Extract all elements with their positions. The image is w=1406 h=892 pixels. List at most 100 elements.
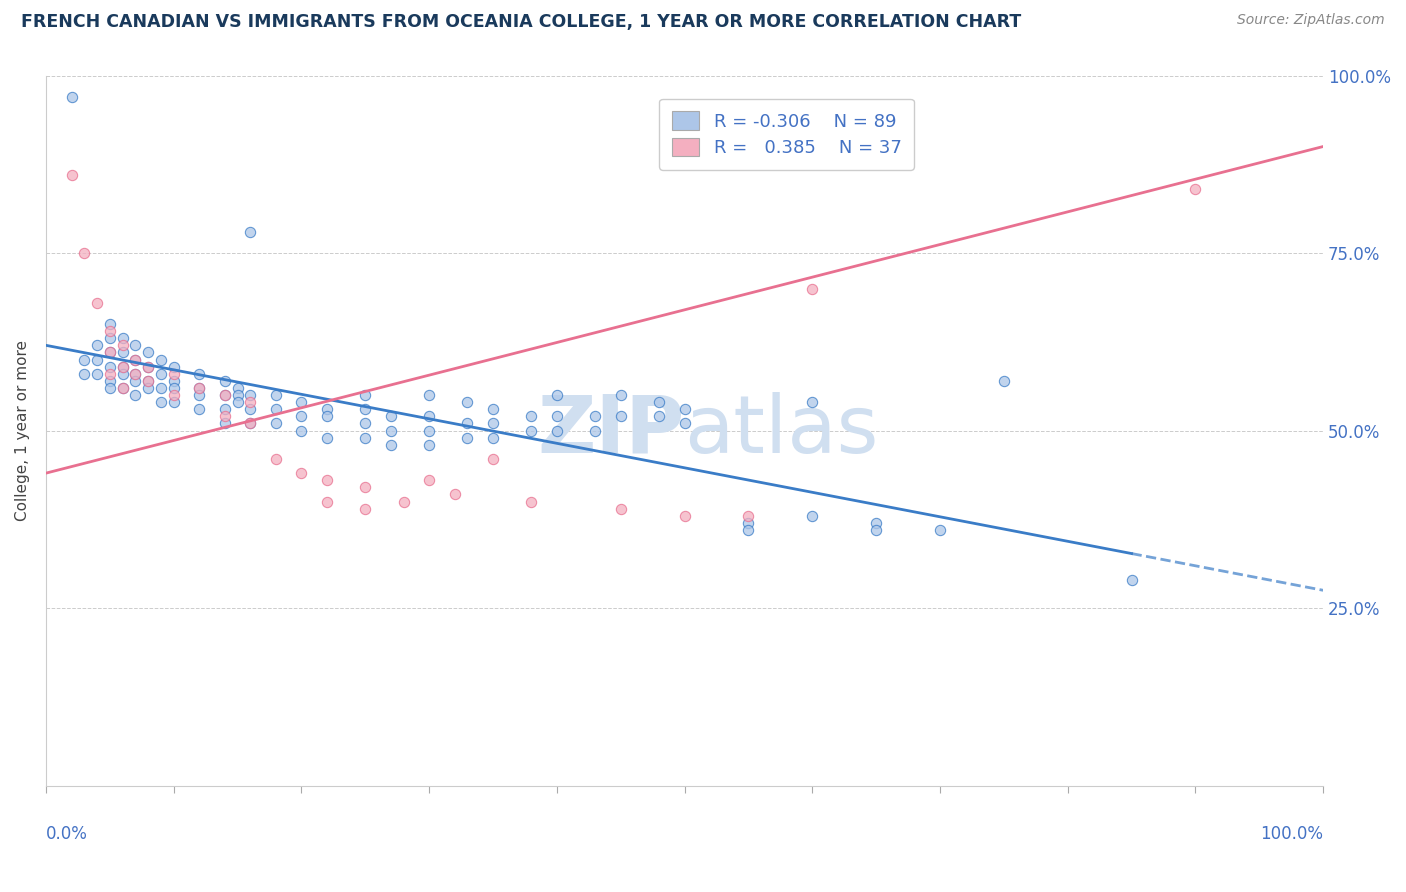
Point xyxy=(73,246,96,260)
Point xyxy=(354,501,377,516)
Point xyxy=(124,367,146,381)
Point xyxy=(648,409,671,424)
Point xyxy=(354,388,377,402)
Point xyxy=(264,451,287,466)
Point xyxy=(98,374,121,388)
Point xyxy=(418,388,440,402)
Point xyxy=(98,331,121,345)
Point xyxy=(214,409,236,424)
Text: 100.0%: 100.0% xyxy=(1260,824,1323,843)
Point xyxy=(136,359,159,374)
Point xyxy=(214,374,236,388)
Point xyxy=(380,409,402,424)
Point xyxy=(60,168,83,182)
Point xyxy=(456,395,478,409)
Y-axis label: College, 1 year or more: College, 1 year or more xyxy=(15,340,30,521)
Text: ZIP: ZIP xyxy=(537,392,685,469)
Point xyxy=(290,466,312,480)
Point xyxy=(214,402,236,417)
Point xyxy=(380,424,402,438)
Point xyxy=(111,345,134,359)
Point xyxy=(136,359,159,374)
Point xyxy=(290,409,312,424)
Point xyxy=(392,494,415,508)
Point xyxy=(546,424,568,438)
Point xyxy=(609,409,631,424)
Text: FRENCH CANADIAN VS IMMIGRANTS FROM OCEANIA COLLEGE, 1 YEAR OR MORE CORRELATION C: FRENCH CANADIAN VS IMMIGRANTS FROM OCEAN… xyxy=(21,13,1021,31)
Point xyxy=(354,402,377,417)
Point xyxy=(98,359,121,374)
Point xyxy=(60,90,83,104)
Point xyxy=(98,367,121,381)
Point xyxy=(264,417,287,431)
Point xyxy=(124,388,146,402)
Point xyxy=(609,388,631,402)
Point xyxy=(226,381,249,395)
Point xyxy=(73,367,96,381)
Point xyxy=(111,367,134,381)
Point xyxy=(136,374,159,388)
Point xyxy=(801,508,824,523)
Point xyxy=(163,359,186,374)
Point xyxy=(801,395,824,409)
Point xyxy=(111,331,134,345)
Point xyxy=(609,501,631,516)
Point xyxy=(737,508,759,523)
Point xyxy=(149,381,172,395)
Point xyxy=(801,281,824,295)
Point xyxy=(520,424,543,438)
Point xyxy=(239,402,262,417)
Point xyxy=(316,431,339,445)
Point xyxy=(163,395,186,409)
Point xyxy=(546,388,568,402)
Point xyxy=(188,367,211,381)
Point xyxy=(214,417,236,431)
Point xyxy=(354,417,377,431)
Point xyxy=(111,359,134,374)
Point xyxy=(673,417,696,431)
Text: 0.0%: 0.0% xyxy=(46,824,87,843)
Point xyxy=(86,295,108,310)
Point xyxy=(111,359,134,374)
Point xyxy=(86,338,108,352)
Point xyxy=(354,480,377,494)
Point xyxy=(188,381,211,395)
Point xyxy=(456,431,478,445)
Point xyxy=(737,523,759,537)
Point xyxy=(929,523,952,537)
Point xyxy=(124,352,146,367)
Point xyxy=(456,417,478,431)
Point xyxy=(673,508,696,523)
Point xyxy=(316,409,339,424)
Point xyxy=(163,374,186,388)
Point xyxy=(316,494,339,508)
Point xyxy=(188,388,211,402)
Point xyxy=(482,451,505,466)
Point xyxy=(482,417,505,431)
Point xyxy=(316,402,339,417)
Point xyxy=(149,395,172,409)
Text: Source: ZipAtlas.com: Source: ZipAtlas.com xyxy=(1237,13,1385,28)
Point xyxy=(136,374,159,388)
Point xyxy=(865,523,887,537)
Point xyxy=(546,409,568,424)
Point xyxy=(290,424,312,438)
Point xyxy=(482,402,505,417)
Point xyxy=(98,324,121,338)
Point xyxy=(86,367,108,381)
Point xyxy=(737,516,759,530)
Point xyxy=(380,438,402,452)
Point xyxy=(418,409,440,424)
Point xyxy=(865,516,887,530)
Point xyxy=(73,352,96,367)
Point xyxy=(136,381,159,395)
Point xyxy=(443,487,465,501)
Point xyxy=(163,388,186,402)
Point xyxy=(583,424,606,438)
Point xyxy=(163,367,186,381)
Point xyxy=(418,438,440,452)
Legend: R = -0.306    N = 89, R =   0.385    N = 37: R = -0.306 N = 89, R = 0.385 N = 37 xyxy=(659,99,914,170)
Point xyxy=(648,395,671,409)
Point xyxy=(239,388,262,402)
Point xyxy=(188,402,211,417)
